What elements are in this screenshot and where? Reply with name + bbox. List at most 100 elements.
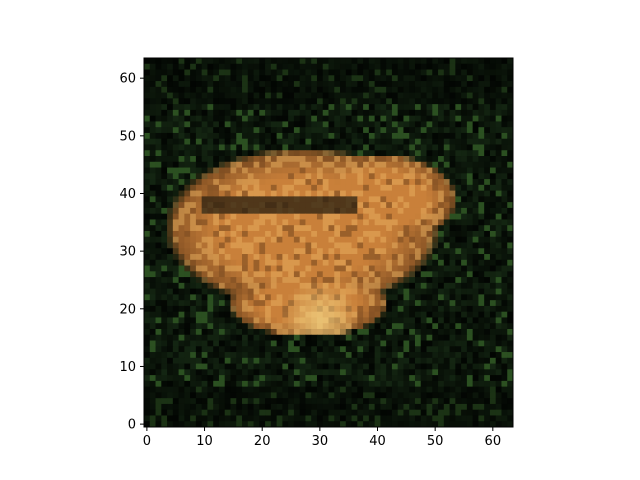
image-pixel	[190, 352, 197, 359]
image-pixel	[172, 219, 179, 226]
image-pixel	[201, 132, 208, 140]
image-pixel	[178, 317, 185, 324]
image-pixel	[397, 265, 404, 272]
image-pixel	[265, 242, 272, 249]
image-pixel	[311, 104, 318, 111]
image-pixel	[201, 421, 208, 427]
image-pixel	[478, 81, 485, 88]
image-pixel	[230, 236, 237, 243]
image-pixel	[386, 144, 393, 151]
image-pixel	[345, 242, 352, 249]
image-pixel	[340, 86, 347, 93]
image-pixel	[391, 202, 399, 209]
image-pixel	[484, 138, 491, 145]
image-pixel	[213, 328, 220, 336]
image-pixel	[253, 242, 260, 249]
image-pixel	[455, 248, 462, 255]
image-pixel	[357, 421, 364, 427]
image-pixel	[213, 334, 220, 341]
image-pixel	[340, 213, 347, 220]
image-pixel	[484, 265, 491, 272]
image-pixel	[184, 63, 191, 70]
image-pixel	[224, 386, 231, 393]
image-pixel	[293, 421, 301, 427]
image-pixel	[363, 375, 370, 382]
image-pixel	[449, 184, 456, 192]
image-pixel	[374, 415, 381, 422]
image-pixel	[322, 421, 329, 427]
image-pixel	[455, 323, 462, 330]
image-pixel	[380, 305, 387, 313]
image-pixel	[201, 58, 208, 65]
image-pixel	[311, 190, 318, 197]
image-pixel	[409, 369, 416, 376]
image-pixel	[351, 288, 358, 295]
image-pixel	[368, 386, 376, 393]
image-pixel	[207, 196, 214, 203]
image-pixel	[449, 196, 456, 203]
image-pixel	[184, 277, 191, 284]
image-pixel	[507, 190, 513, 197]
image-pixel	[478, 398, 485, 405]
image-pixel	[478, 58, 485, 65]
image-pixel	[253, 421, 260, 427]
image-pixel	[438, 254, 445, 261]
image-pixel	[403, 248, 410, 255]
image-pixel	[230, 294, 237, 301]
image-pixel	[455, 75, 462, 82]
image-pixel	[461, 248, 468, 255]
image-pixel	[374, 196, 381, 203]
image-pixel	[363, 173, 370, 180]
image-pixel	[242, 213, 249, 220]
image-pixel	[172, 305, 179, 313]
image-pixel	[438, 121, 445, 128]
image-pixel	[507, 173, 513, 180]
image-pixel	[363, 86, 370, 93]
image-pixel	[489, 311, 497, 318]
image-pixel	[155, 75, 162, 82]
image-pixel	[299, 369, 306, 376]
image-pixel	[414, 421, 422, 427]
image-pixel	[438, 190, 445, 197]
image-pixel	[282, 138, 289, 145]
image-pixel	[495, 173, 502, 180]
image-pixel	[247, 196, 254, 203]
image-pixel	[455, 150, 462, 157]
image-pixel	[495, 156, 502, 163]
image-pixel	[230, 380, 237, 388]
image-pixel	[409, 415, 416, 422]
image-pixel	[230, 179, 237, 186]
image-pixel	[374, 328, 381, 336]
image-pixel	[172, 104, 179, 111]
image-pixel	[368, 213, 376, 220]
image-pixel	[288, 398, 295, 405]
image-pixel	[242, 81, 249, 88]
image-pixel	[201, 259, 208, 266]
image-pixel	[322, 225, 329, 232]
image-pixel	[328, 109, 335, 117]
image-pixel	[374, 305, 381, 313]
image-pixel	[293, 282, 301, 290]
image-pixel	[155, 150, 162, 157]
image-pixel	[288, 69, 295, 76]
image-pixel	[218, 288, 226, 295]
image-pixel	[466, 167, 474, 174]
image-pixel	[184, 69, 191, 76]
image-pixel	[242, 248, 249, 255]
image-pixel	[380, 132, 387, 140]
image-pixel	[334, 173, 341, 180]
image-pixel	[265, 144, 272, 151]
image-pixel	[484, 300, 491, 307]
image-pixel	[190, 104, 197, 111]
image-pixel	[432, 254, 439, 261]
image-pixel	[144, 104, 151, 111]
image-pixel	[311, 98, 318, 105]
image-pixel	[224, 132, 231, 140]
image-pixel	[230, 121, 237, 128]
image-pixel	[299, 115, 306, 122]
image-pixel	[397, 323, 404, 330]
image-pixel	[426, 69, 433, 76]
image-pixel	[426, 75, 433, 82]
image-pixel	[253, 86, 260, 93]
image-pixel	[489, 86, 497, 93]
